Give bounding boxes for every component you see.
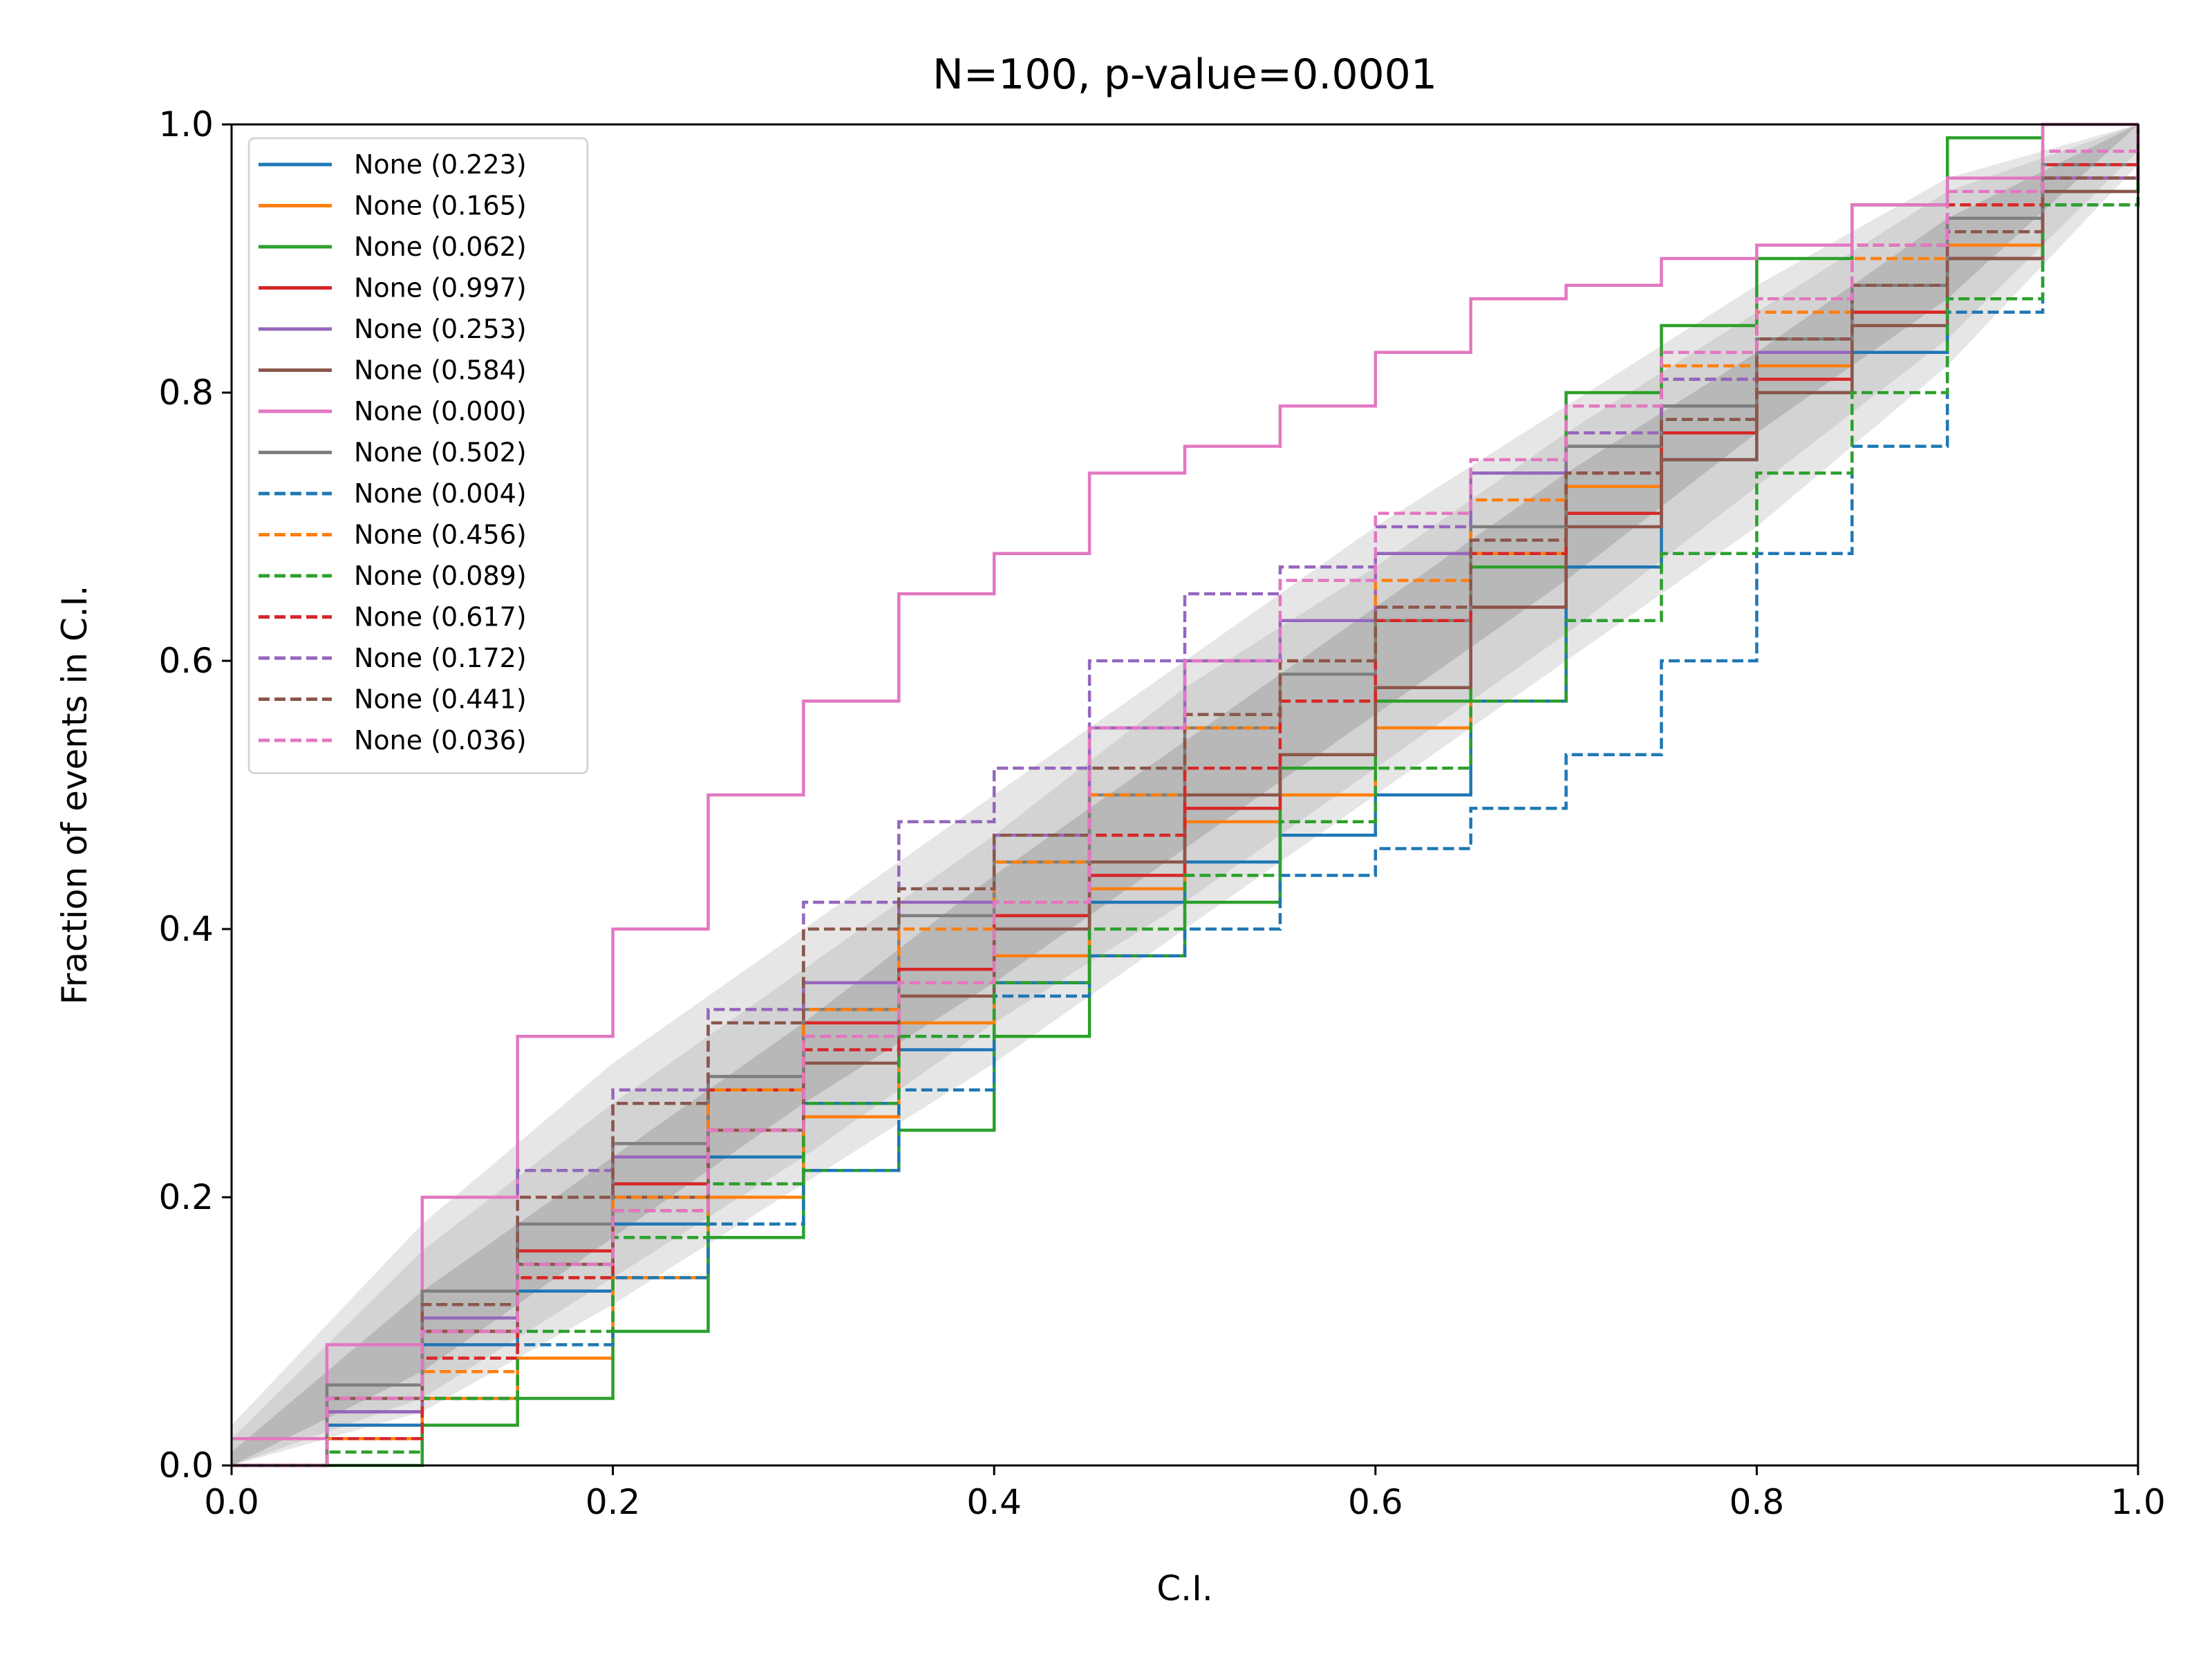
legend-entry: None (0.253) bbox=[354, 314, 527, 344]
x-tick-label: 0.6 bbox=[1348, 1482, 1403, 1522]
series-line-14 bbox=[232, 124, 2140, 1468]
legend-entry: None (0.441) bbox=[354, 684, 527, 715]
y-tick-label: 0.2 bbox=[158, 1177, 214, 1217]
legend-entry: None (0.584) bbox=[354, 355, 527, 386]
y-tick-label: 0.8 bbox=[158, 373, 214, 413]
legend-entry: None (0.062) bbox=[354, 232, 527, 262]
series-lines bbox=[232, 122, 2140, 1468]
x-tick-label: 0.0 bbox=[204, 1482, 259, 1522]
legend-entry: None (0.036) bbox=[354, 725, 527, 756]
legend-entry: None (0.223) bbox=[354, 149, 527, 180]
chart-title: N=100, p-value=0.0001 bbox=[932, 50, 1437, 99]
x-tick-label: 0.4 bbox=[966, 1482, 1022, 1522]
y-tick-label: 0.6 bbox=[158, 641, 214, 681]
y-tick-label: 0.4 bbox=[158, 909, 214, 949]
series-line-10 bbox=[232, 151, 2140, 1468]
y-axis-label: Fraction of events in C.I. bbox=[55, 585, 95, 1005]
legend-entry: None (0.000) bbox=[354, 396, 527, 427]
legend-entry: None (0.456) bbox=[354, 520, 527, 550]
legend-box bbox=[247, 137, 589, 774]
plot-frame bbox=[230, 123, 2139, 1467]
y-axis: 0.0 0.2 0.4 0.6 0.8 1.0 bbox=[158, 104, 232, 1485]
x-tick-label: 0.2 bbox=[585, 1482, 641, 1522]
legend-entry: None (0.502) bbox=[354, 438, 527, 468]
legend-entry: None (0.172) bbox=[354, 643, 527, 673]
legend-entry: None (0.004) bbox=[354, 478, 527, 509]
x-tick-label: 0.8 bbox=[1730, 1482, 1785, 1522]
y-tick-label: 1.0 bbox=[158, 104, 214, 144]
x-axis: 0.0 0.2 0.4 0.6 0.8 1.0 bbox=[204, 1465, 2166, 1522]
legend-entry: None (0.089) bbox=[354, 561, 527, 591]
series-line-12 bbox=[232, 124, 2140, 1468]
legend-entry: None (0.165) bbox=[354, 191, 527, 221]
y-tick-label: 0.0 bbox=[158, 1445, 214, 1485]
legend-entry: None (0.617) bbox=[354, 602, 527, 632]
series-line-6 bbox=[232, 122, 2138, 1441]
x-axis-label: C.I. bbox=[1156, 1568, 1212, 1609]
legend-entry: None (0.997) bbox=[354, 273, 527, 303]
x-tick-label: 1.0 bbox=[2110, 1482, 2166, 1522]
legend: None (0.223) None (0.165) None (0.062) None… bbox=[247, 137, 589, 774]
